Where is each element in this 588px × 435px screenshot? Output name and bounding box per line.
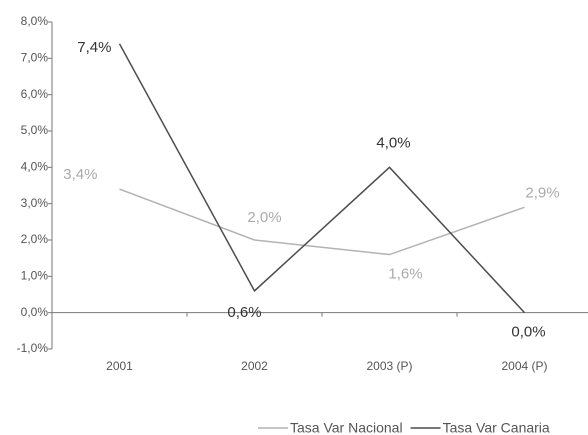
series-line — [119, 188, 525, 256]
x-tick-label: 2002 — [241, 359, 268, 373]
x-tick-label: 2004 (P) — [501, 359, 547, 373]
data-label: 3,4% — [63, 166, 97, 183]
y-tick-label: 0,0% — [21, 305, 49, 319]
y-tick-label: 4,0% — [21, 160, 49, 174]
data-label: 4,0% — [376, 134, 410, 151]
data-label: 0,0% — [511, 324, 545, 341]
data-label: 0,6% — [227, 304, 261, 321]
y-tick-label: -1,0% — [17, 341, 49, 355]
data-label: 2,9% — [525, 184, 559, 201]
legend-label: Tasa Var Nacional — [290, 420, 403, 435]
x-tick-label: 2003 (P) — [366, 359, 412, 373]
y-tick-label: 5,0% — [21, 123, 49, 137]
legend-label: Tasa Var Canaria — [443, 420, 550, 435]
y-tick-label: 7,0% — [21, 51, 49, 65]
data-label: 7,4% — [77, 39, 111, 56]
y-tick-label: 6,0% — [21, 87, 49, 101]
data-label: 2,0% — [247, 209, 281, 226]
series-line — [118, 43, 526, 314]
data-label: 1,6% — [388, 266, 422, 283]
y-tick-label: 8,0% — [21, 14, 49, 28]
y-tick-label: 3,0% — [21, 196, 49, 210]
x-tick-label: 2001 — [106, 359, 133, 373]
y-tick-label: 2,0% — [21, 232, 49, 246]
y-tick-label: 1,0% — [21, 269, 49, 283]
